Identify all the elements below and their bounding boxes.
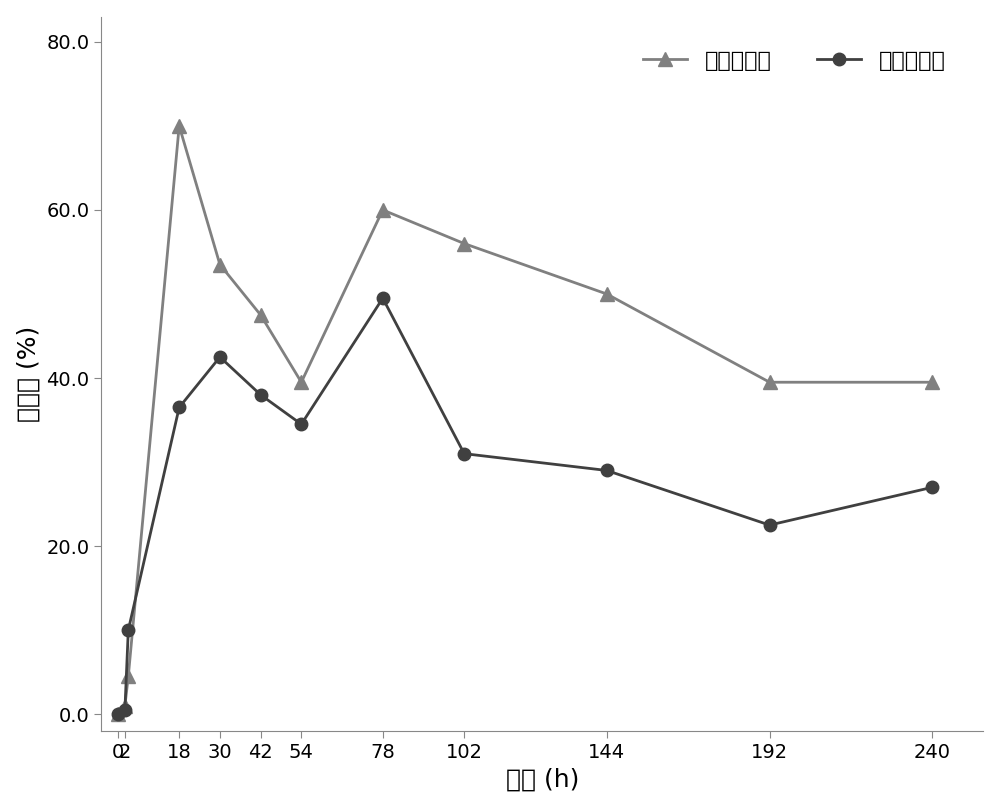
- 铜的去除率: [112, 709, 124, 719]
- 铜的去除率: [295, 377, 307, 387]
- 镝的去除率: [173, 402, 185, 412]
- Y-axis label: 去除率 (%): 去除率 (%): [17, 326, 41, 422]
- 铜的去除率: [458, 238, 470, 248]
- Line: 镝的去除率: 镝的去除率: [112, 292, 939, 721]
- 镝的去除率: [764, 520, 776, 530]
- 镝的去除率: [295, 419, 307, 429]
- 铜的去除率: [255, 310, 267, 320]
- 铜的去除率: [926, 377, 938, 387]
- Legend: 铜的去除率, 镝的去除率: 铜的去除率, 镝的去除率: [634, 42, 955, 80]
- X-axis label: 时间 (h): 时间 (h): [506, 768, 579, 791]
- 镝的去除率: [926, 482, 938, 492]
- 镝的去除率: [119, 705, 131, 715]
- 镝的去除率: [112, 709, 124, 719]
- 镝的去除率: [601, 465, 613, 475]
- 铜的去除率: [214, 259, 226, 269]
- 镝的去除率: [377, 293, 389, 303]
- 铜的去除率: [764, 377, 776, 387]
- 铜的去除率: [122, 671, 134, 681]
- 镝的去除率: [214, 352, 226, 362]
- 铜的去除率: [119, 701, 131, 710]
- 镝的去除率: [122, 625, 134, 635]
- 铜的去除率: [173, 121, 185, 131]
- Line: 铜的去除率: 铜的去除率: [111, 119, 939, 721]
- 镝的去除率: [255, 390, 267, 400]
- 镝的去除率: [458, 448, 470, 458]
- 铜的去除率: [601, 289, 613, 299]
- 铜的去除率: [377, 205, 389, 215]
